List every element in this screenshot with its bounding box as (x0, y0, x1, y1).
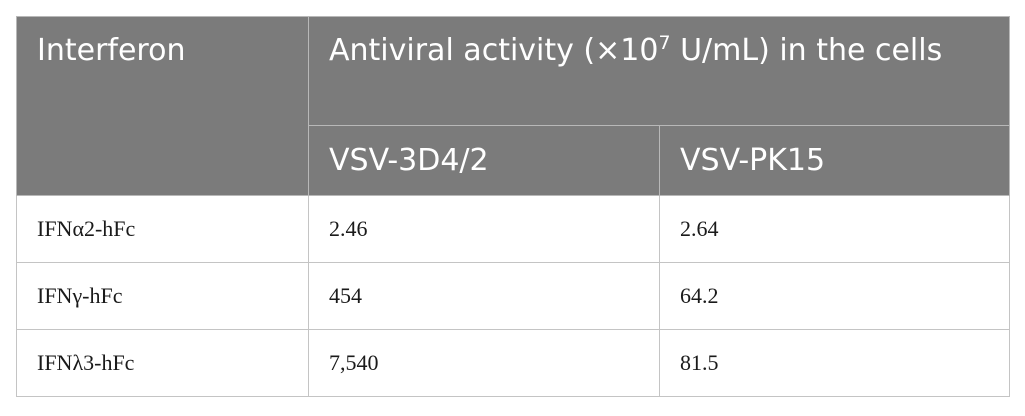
table-header: Interferon Antiviral activity (×107 U/mL… (16, 16, 1011, 196)
cell-interferon: IFNγ-hFc (16, 262, 309, 330)
cell-vsv-pk15: 2.64 (658, 195, 1011, 263)
header-antiviral-activity: Antiviral activity (×107 U/mL) in the ce… (307, 16, 1011, 126)
cell-vsv-3d4-2: 2.46 (308, 195, 660, 263)
cell-vsv-3d4-2: 454 (308, 262, 660, 330)
cell-vsv-pk15: 81.5 (658, 329, 1011, 397)
table-row: IFNα2-hFc 2.46 2.64 (16, 195, 1011, 263)
header-vsv-3d4-2: VSV-3D4/2 (308, 125, 660, 196)
antiviral-activity-table: Interferon Antiviral activity (×107 U/mL… (16, 16, 1011, 397)
table-body: IFNα2-hFc 2.46 2.64 IFNγ-hFc 454 64.2 IF… (16, 195, 1011, 397)
table-row: IFNλ3-hFc 7,540 81.5 (16, 329, 1011, 397)
header-activity-prefix: Antiviral activity (×10 (329, 33, 659, 68)
header-activity-exponent: 7 (658, 32, 671, 54)
header-row-main: Interferon Antiviral activity (×107 U/mL… (16, 16, 1011, 196)
cell-vsv-pk15: 64.2 (658, 262, 1011, 330)
cell-interferon: IFNλ3-hFc (16, 329, 309, 397)
header-vsv-pk15: VSV-PK15 (658, 125, 1011, 196)
cell-vsv-3d4-2: 7,540 (308, 329, 660, 397)
header-interferon: Interferon (16, 16, 309, 196)
cell-interferon: IFNα2-hFc (16, 195, 309, 263)
table-row: IFNγ-hFc 454 64.2 (16, 262, 1011, 330)
header-row-sub: VSV-3D4/2 VSV-PK15 (17, 125, 1011, 196)
header-activity-suffix: U/mL) in the cells (670, 33, 943, 68)
